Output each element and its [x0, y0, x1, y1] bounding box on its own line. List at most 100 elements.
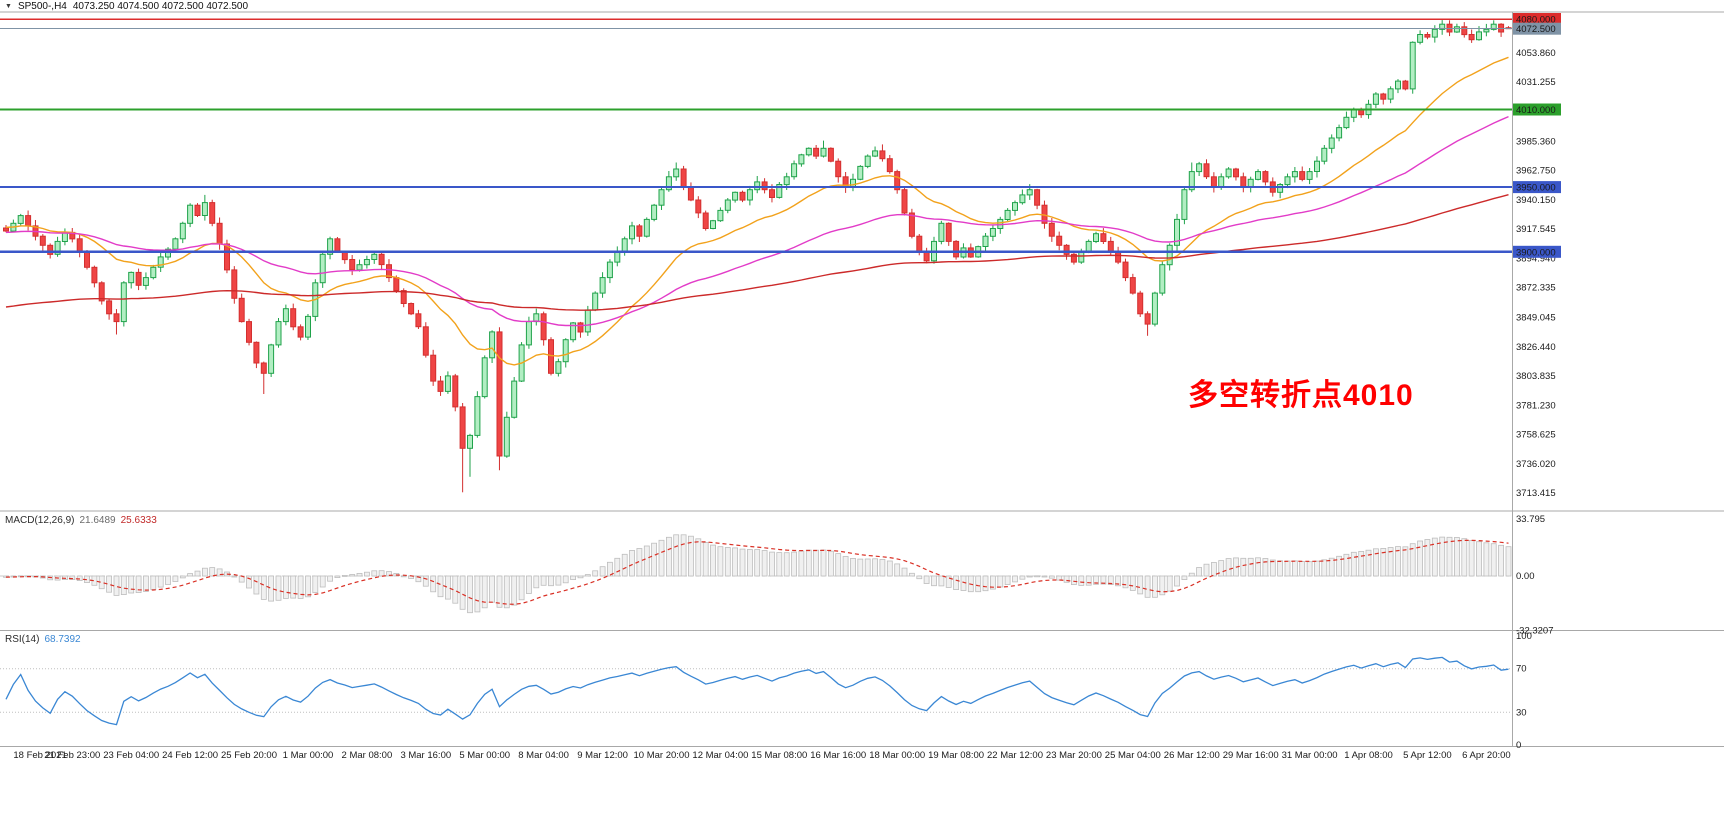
macd-histogram-bar [1417, 540, 1423, 577]
macd-histogram-bar [1034, 575, 1040, 578]
macd-histogram-bar [629, 550, 635, 577]
price-label: 3781.230 [1516, 400, 1556, 411]
macd-histogram-bar [253, 575, 260, 595]
macd-histogram-bar [945, 575, 952, 588]
price-label: 3713.415 [1516, 488, 1556, 499]
macd-histogram-bar [260, 575, 267, 600]
price-label: 4053.860 [1516, 48, 1556, 59]
macd-signal-line [5, 539, 1509, 605]
macd-histogram-bar [1004, 575, 1011, 586]
candle-body [444, 375, 451, 392]
candle-body [1247, 178, 1254, 188]
candle-body [769, 189, 775, 198]
candle-body [540, 313, 547, 341]
macd-histogram-bar [717, 546, 724, 577]
candle-body [334, 238, 341, 253]
horizontal-line-objects[interactable] [0, 18, 1512, 254]
candle-body [1181, 189, 1188, 220]
candle-body [982, 235, 989, 247]
time-label: 24 Feb 12:00 [162, 750, 218, 761]
candle-body [827, 147, 834, 162]
macd-histogram-bar [1387, 547, 1394, 577]
macd-histogram-bar [555, 575, 562, 586]
macd-histogram-bar [363, 571, 370, 577]
candle-body [548, 339, 554, 374]
macd-histogram-bar [776, 552, 783, 577]
macd-histogram-bar [1431, 537, 1438, 577]
macd-histogram-bar [1365, 549, 1372, 577]
candle-body [1225, 168, 1232, 178]
candle-body [673, 168, 680, 178]
candle-body [1026, 189, 1033, 196]
candle-body [791, 163, 798, 178]
candle-body [1314, 160, 1320, 172]
macd-histogram-bar [172, 575, 179, 582]
macd-histogram-bar [1078, 575, 1085, 586]
time-label: 15 Mar 08:00 [751, 750, 807, 761]
macd-histogram-bar [290, 575, 297, 599]
candle-body [282, 308, 289, 323]
macd-histogram-bar [607, 561, 613, 577]
macd-histogram-bar [319, 575, 326, 588]
candle-body [91, 266, 98, 284]
price-badge-label: 4072.500 [1516, 24, 1556, 35]
time-label: 3 Mar 16:00 [400, 750, 451, 761]
macd-histogram-bar [680, 534, 687, 577]
candle-body [54, 240, 61, 255]
candle-body [260, 362, 267, 374]
candle-body [1159, 264, 1166, 294]
candle-body [606, 261, 613, 279]
macd-histogram-bar [1144, 575, 1151, 598]
candle-body [1461, 26, 1468, 36]
price-label: 4031.255 [1516, 77, 1556, 88]
moving-average-lines [5, 56, 1509, 366]
price-label: 3736.020 [1516, 459, 1556, 470]
rsi-line [5, 656, 1509, 726]
price-badge [1513, 181, 1561, 194]
candle-body [732, 191, 739, 201]
macd-histogram-bar [1026, 575, 1033, 578]
candle-body [1262, 171, 1269, 183]
time-label: 31 Mar 00:00 [1282, 750, 1338, 761]
candle-body [1085, 240, 1092, 253]
candle-body [459, 406, 466, 449]
macd-histogram-bar [1439, 536, 1446, 577]
candle-body [857, 165, 864, 180]
macd-histogram-bar [312, 575, 319, 594]
macd-histogram-bar [1122, 575, 1129, 589]
candle-body [1004, 209, 1011, 220]
time-label: 23 Feb 04:00 [103, 750, 159, 761]
candle-body [1483, 28, 1490, 33]
candle-body [761, 181, 768, 191]
candle-body [916, 235, 923, 253]
candle-body [1306, 171, 1313, 180]
candle-body [923, 251, 930, 262]
price-badge-label: 3900.000 [1516, 247, 1556, 258]
macd-histogram-bar [1505, 546, 1512, 577]
macd-histogram-bar [1012, 575, 1018, 583]
macd-histogram-bar [562, 575, 569, 584]
candle-body [253, 341, 260, 364]
candle-body [76, 238, 83, 253]
macd-histogram-bar [69, 575, 76, 580]
macd-histogram-bar [570, 575, 576, 580]
candle-body [1284, 176, 1291, 186]
candle-body [481, 357, 488, 398]
candle-body [1048, 222, 1055, 237]
price-scale[interactable]: 4053.860 4031.255 3985.360 3962.750 3940.150… [1513, 13, 1561, 499]
candle-body [1115, 251, 1122, 263]
candle-body [1409, 41, 1416, 90]
macd-histogram-bar [1284, 560, 1291, 577]
macd-histogram-bar [1041, 575, 1048, 578]
macd-histogram-bar [474, 575, 481, 613]
macd-histogram-bar [872, 558, 878, 577]
candle-body [651, 204, 658, 220]
candle-body [1129, 277, 1136, 294]
macd-histogram-bar [422, 575, 429, 587]
candle-body [386, 264, 392, 279]
candle-body [1166, 244, 1173, 266]
candle-body [39, 235, 46, 246]
macd-histogram-bar [334, 575, 341, 579]
